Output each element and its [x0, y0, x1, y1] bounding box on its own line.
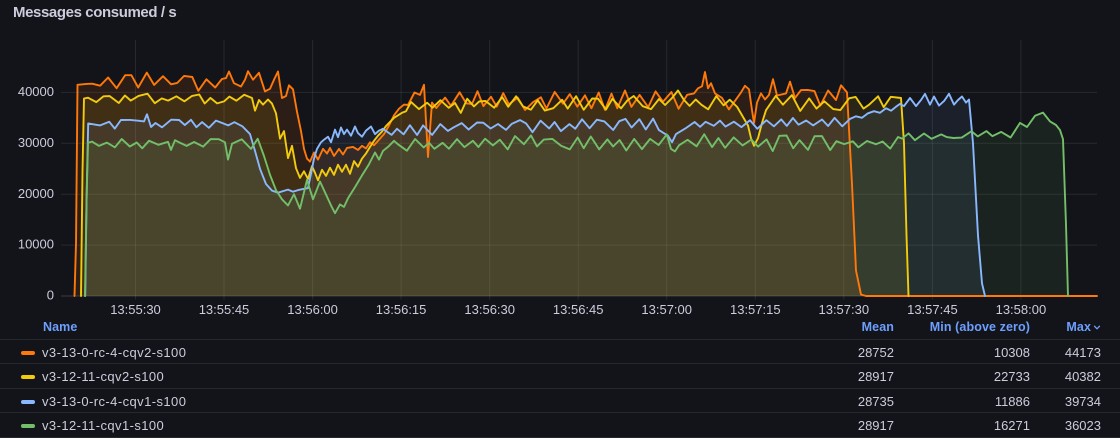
svg-text:0: 0: [47, 288, 54, 303]
svg-text:13:57:15: 13:57:15: [730, 302, 781, 317]
svg-text:13:58:00: 13:58:00: [996, 302, 1047, 317]
svg-text:13:57:30: 13:57:30: [818, 302, 869, 317]
svg-text:13:57:45: 13:57:45: [907, 302, 958, 317]
svg-text:13:56:45: 13:56:45: [553, 302, 604, 317]
svg-text:13:56:30: 13:56:30: [464, 302, 515, 317]
svg-text:13:55:30: 13:55:30: [110, 302, 161, 317]
svg-text:13:55:45: 13:55:45: [199, 302, 250, 317]
svg-text:13:56:15: 13:56:15: [376, 302, 427, 317]
svg-text:30000: 30000: [18, 135, 54, 150]
svg-text:13:57:00: 13:57:00: [641, 302, 692, 317]
svg-text:20000: 20000: [18, 186, 54, 201]
svg-text:13:56:00: 13:56:00: [287, 302, 338, 317]
svg-text:40000: 40000: [18, 84, 54, 99]
svg-text:10000: 10000: [18, 237, 54, 252]
